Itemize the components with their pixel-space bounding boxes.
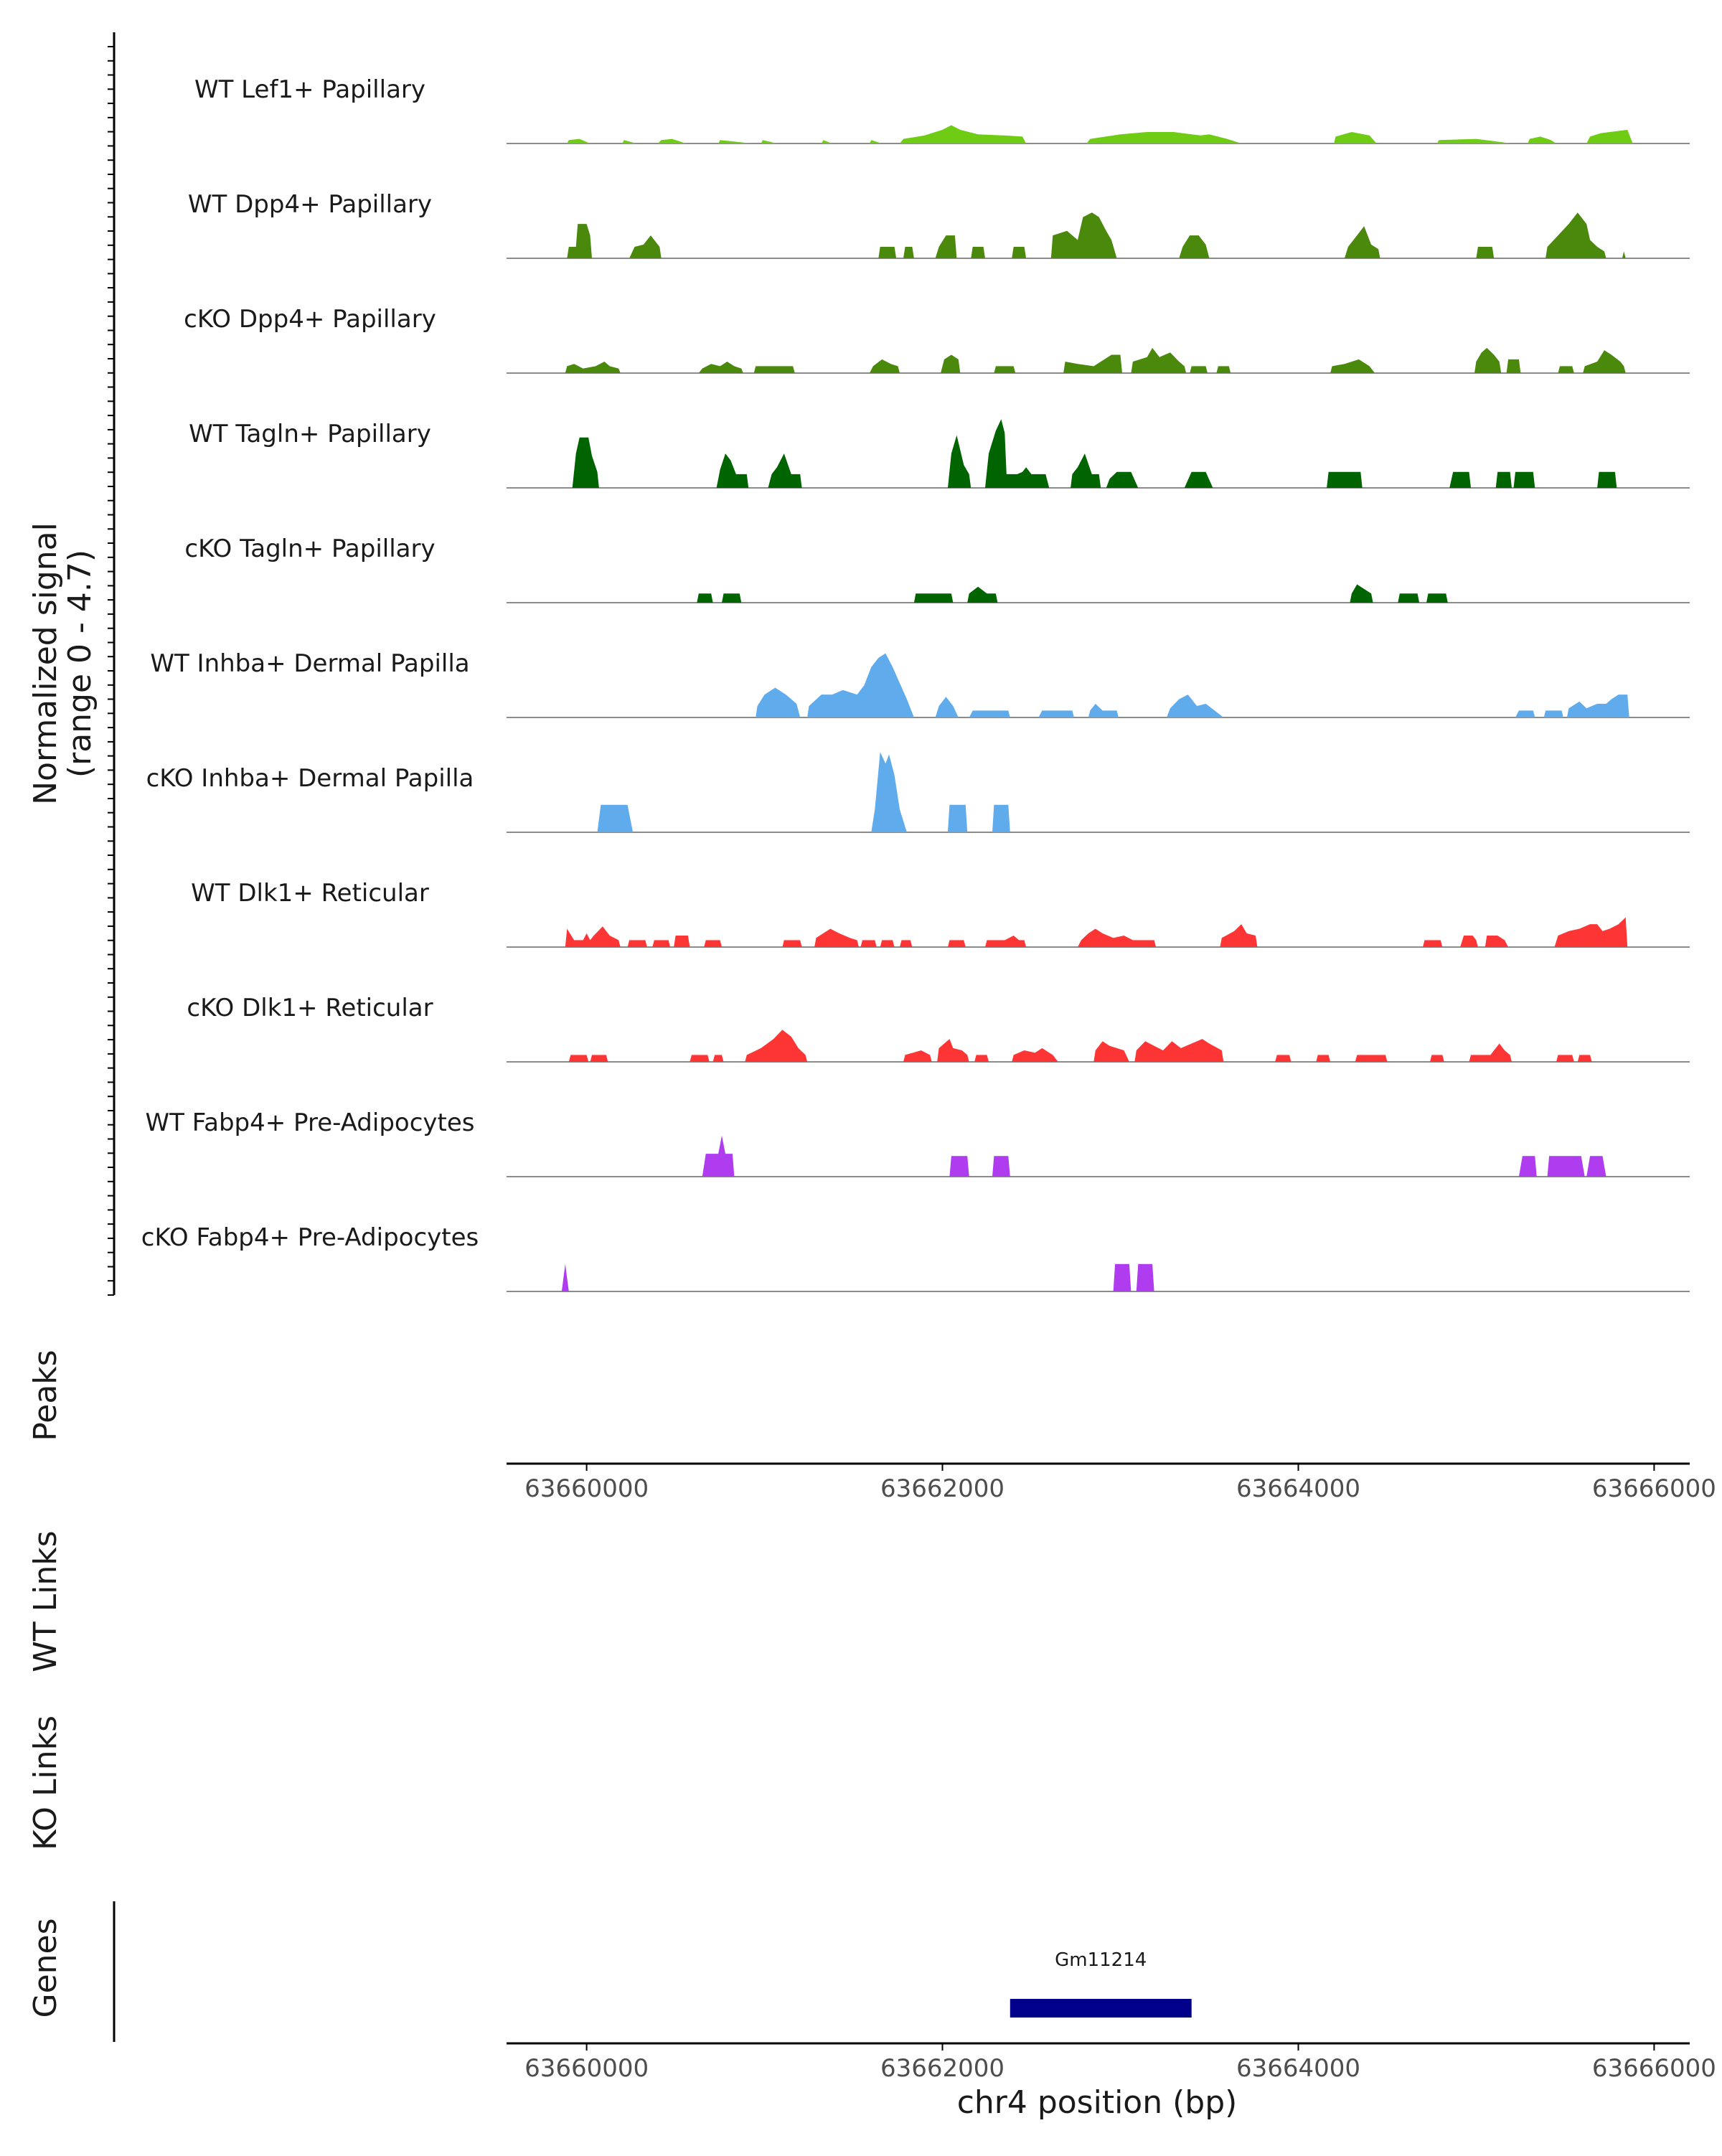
coverage-area (567, 212, 1626, 258)
x-tick-label: 63666000 (1592, 2054, 1716, 2083)
ko-links-label: KO Links (27, 1715, 64, 1850)
x-tick-label: 63664000 (1236, 1474, 1360, 1503)
coverage-area (565, 347, 1626, 373)
track-2: WT Dpp4+ Papillary (188, 190, 1690, 259)
track-label: cKO Dlk1+ Reticular (187, 994, 433, 1022)
x-axis-label: chr4 position (bp) (957, 2084, 1238, 2121)
x-tick-label: 63660000 (524, 1474, 649, 1503)
coverage-area (567, 125, 1633, 143)
track-1: WT Lef1+ Papillary (194, 75, 1690, 144)
x-tick-label: 63662000 (880, 1474, 1004, 1503)
axes-layer: 63660000 63662000 63664000 63666000 63660000… (108, 32, 1716, 2083)
track-label: cKO Dpp4+ Papillary (184, 305, 436, 334)
x-tick-label: 63666000 (1592, 1474, 1716, 1503)
y-axis-label: Normalized signal (27, 522, 64, 805)
track-label: WT Tagln+ Papillary (189, 420, 431, 448)
track-label: cKO Inhba+ Dermal Papilla (146, 764, 474, 793)
track-label: WT Dpp4+ Papillary (188, 190, 432, 219)
track-4: WT Tagln+ Papillary (189, 419, 1690, 489)
coverage-area (756, 653, 1629, 717)
peaks-label: Peaks (27, 1350, 64, 1441)
track-label: cKO Fabp4+ Pre-Adipocytes (141, 1223, 479, 1252)
gene-layer: Gm11214 (1010, 1949, 1192, 2018)
track-11: cKO Fabp4+ Pre-Adipocytes (141, 1223, 1690, 1292)
track-3: cKO Dpp4+ Papillary (184, 305, 1690, 374)
track-label: WT Lef1+ Papillary (194, 75, 425, 104)
genes-label: Genes (27, 1918, 64, 2018)
track-5: cKO Tagln+ Papillary (184, 535, 1690, 603)
track-label: WT Fabp4+ Pre-Adipocytes (146, 1108, 475, 1137)
tracks-layer: WT Lef1+ Papillary WT Dpp4+ Papillary cKO … (141, 75, 1690, 1292)
track-10: WT Fabp4+ Pre-Adipocytes (146, 1108, 1690, 1177)
track-label: WT Dlk1+ Reticular (191, 879, 429, 908)
wt-links-label: WT Links (27, 1530, 64, 1672)
coverage-area (565, 917, 1628, 947)
track-9: cKO Dlk1+ Reticular (187, 994, 1690, 1063)
gene-name-label: Gm11214 (1055, 1949, 1147, 1971)
track-label: cKO Tagln+ Papillary (184, 535, 435, 563)
coverage-area (568, 1030, 1592, 1062)
track-label: WT Inhba+ Dermal Papilla (150, 649, 469, 678)
track-8: WT Dlk1+ Reticular (191, 879, 1690, 948)
track-6: WT Inhba+ Dermal Papilla (150, 649, 1690, 718)
x-tick-label: 63664000 (1236, 2054, 1360, 2083)
y-axis-range-label: (range 0 - 4.7) (62, 550, 98, 778)
gene-body (1010, 1999, 1192, 2018)
x-tick-label: 63660000 (524, 2054, 649, 2083)
track-7: cKO Inhba+ Dermal Papilla (146, 752, 1690, 833)
x-tick-label: 63662000 (880, 2054, 1004, 2083)
